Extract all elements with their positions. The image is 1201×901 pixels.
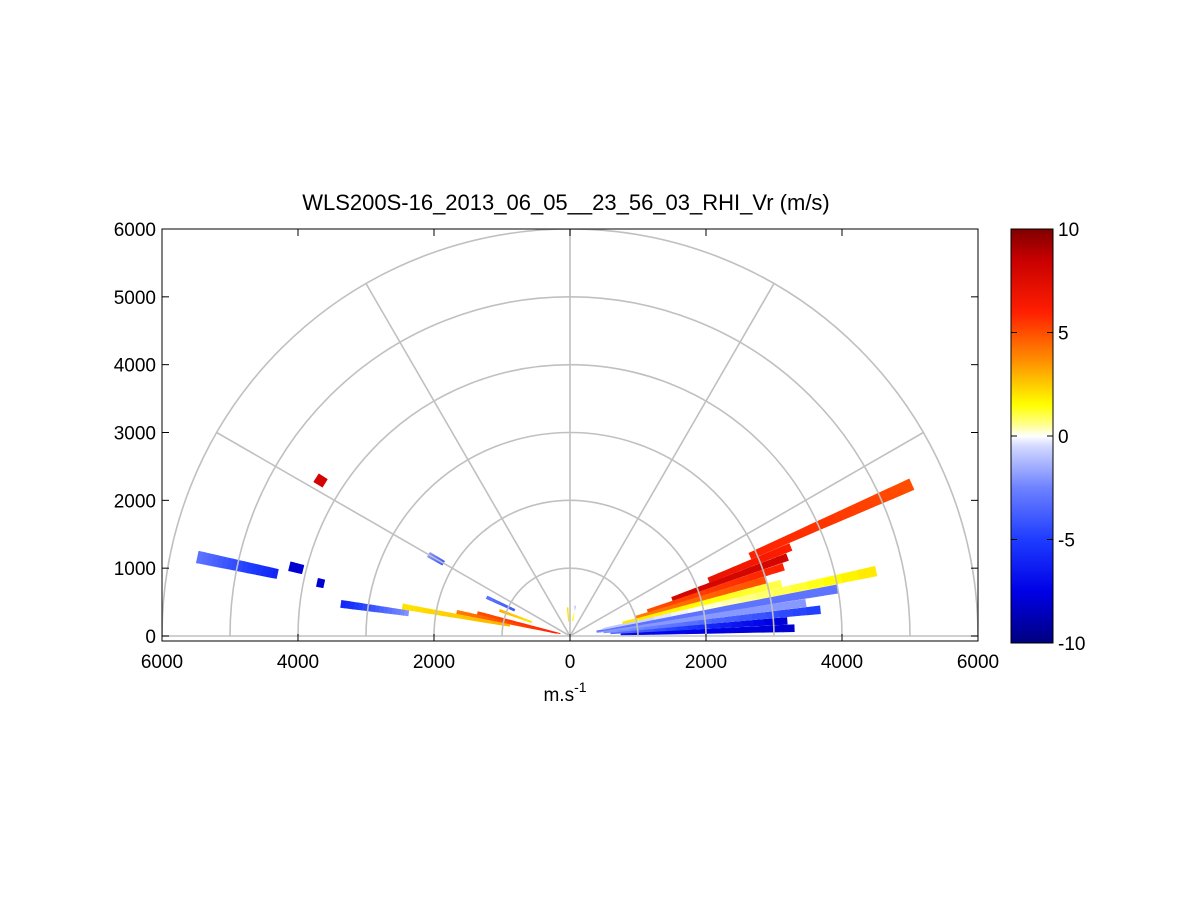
velocity-bin <box>773 563 785 574</box>
y-tick-label: 1000 <box>114 559 156 580</box>
colorbar: -10 -5 0 5 10 <box>1010 220 1085 655</box>
colorbar-gradient <box>1010 228 1054 644</box>
y-tick-label: 6000 <box>114 220 156 241</box>
velocity-ray <box>646 563 785 613</box>
velocity-bin <box>751 612 767 621</box>
velocity-bin <box>750 625 763 633</box>
velocity-bin <box>674 629 687 635</box>
azimuth-spoke <box>365 283 571 637</box>
velocity-ray <box>313 473 328 488</box>
velocity-bin <box>401 603 411 611</box>
velocity-bin <box>316 578 319 587</box>
x-tick-label: 0 <box>565 652 576 673</box>
velocity-ray <box>316 578 326 589</box>
y-tick-label: 5000 <box>114 288 156 309</box>
velocity-ray <box>634 576 768 619</box>
velocity-ray <box>620 624 795 636</box>
velocity-bin <box>456 609 464 616</box>
velocity-bin <box>288 561 292 572</box>
velocity-ray <box>602 565 878 630</box>
azimuth-spoke <box>216 431 571 637</box>
plot-area: 6000 4000 2000 0 2000 4000 6000 0 1000 2000 3000 40… <box>114 220 999 673</box>
velocity-bin <box>313 473 320 483</box>
velocity-bin <box>566 607 569 609</box>
y-tick-label: 4000 <box>114 356 156 377</box>
velocity-ray <box>596 598 807 633</box>
velocity-bin <box>761 625 774 633</box>
velocity-bin <box>753 618 766 627</box>
velocity-bin <box>709 622 722 629</box>
x-tick-label: 4000 <box>821 652 863 673</box>
azimuth-spoke <box>569 283 775 637</box>
velocity-bin <box>778 608 794 618</box>
velocity-bin <box>728 627 741 634</box>
velocity-bin <box>783 543 793 553</box>
velocity-bin <box>792 607 808 617</box>
velocity-bin <box>720 621 733 629</box>
y-tick-label: 3000 <box>114 424 156 445</box>
velocity-ray <box>498 609 533 624</box>
velocity-ray <box>288 561 305 575</box>
colorbar-tick-label: 10 <box>1058 220 1079 241</box>
velocity-bin <box>742 619 755 627</box>
velocity-ray <box>572 605 577 622</box>
velocity-data-layer <box>195 473 915 636</box>
velocity-bin <box>782 624 795 633</box>
velocity-bin <box>770 579 783 590</box>
velocity-ray <box>707 543 793 583</box>
chart-title: WLS200S-16_2013_06_05__23_56_03_RHI_Vr (… <box>302 190 830 215</box>
velocity-bin <box>687 624 700 630</box>
velocity-bin <box>717 627 730 634</box>
x-axis-label: m.s-1 <box>543 679 586 706</box>
colorbar-tick-label: 5 <box>1058 324 1069 345</box>
velocity-bin <box>340 599 347 609</box>
x-tick-label: 6000 <box>141 652 183 673</box>
colorbar-tick-label: -5 <box>1058 531 1075 552</box>
velocity-bin <box>685 629 698 635</box>
colorbar-tick-label: -10 <box>1058 634 1085 655</box>
y-tick-label: 2000 <box>114 491 156 512</box>
colorbar-ticks: -10 -5 0 5 10 <box>1011 220 1085 655</box>
velocity-bin <box>195 550 205 565</box>
velocity-ray <box>748 478 915 560</box>
velocity-bin <box>707 628 719 634</box>
velocity-bin <box>415 606 424 613</box>
y-tick-label: 0 <box>145 627 156 648</box>
velocity-ray <box>340 599 410 617</box>
axes: 6000 4000 2000 0 2000 4000 6000 0 1000 2000 3000 40… <box>114 220 999 673</box>
velocity-bin <box>791 598 807 609</box>
velocity-bin <box>663 630 676 635</box>
polar-grid <box>162 229 978 637</box>
velocity-ray <box>596 584 839 633</box>
velocity-bin <box>778 553 789 564</box>
velocity-bin <box>775 617 788 626</box>
velocity-bin <box>805 605 821 616</box>
velocity-bin <box>698 623 711 630</box>
x-tick-label: 4000 <box>277 652 319 673</box>
velocity-bin <box>731 620 744 628</box>
x-tick-label: 6000 <box>957 652 999 673</box>
velocity-bin <box>485 595 490 600</box>
azimuth-spoke <box>569 431 924 637</box>
velocity-bin <box>898 478 915 495</box>
velocity-bin <box>408 604 417 612</box>
velocity-bin <box>498 609 503 613</box>
velocity-bin <box>421 607 431 614</box>
colorbar-tick-label: 0 <box>1058 427 1069 448</box>
velocity-bin <box>739 626 752 634</box>
velocity-ray <box>603 605 821 634</box>
velocity-ray <box>566 607 570 622</box>
velocity-bin <box>574 605 577 608</box>
x-tick-label: 2000 <box>685 652 727 673</box>
x-tick-label: 2000 <box>413 652 455 673</box>
velocity-bin <box>857 565 878 580</box>
velocity-ray <box>401 603 511 627</box>
velocity-bin <box>764 618 777 626</box>
